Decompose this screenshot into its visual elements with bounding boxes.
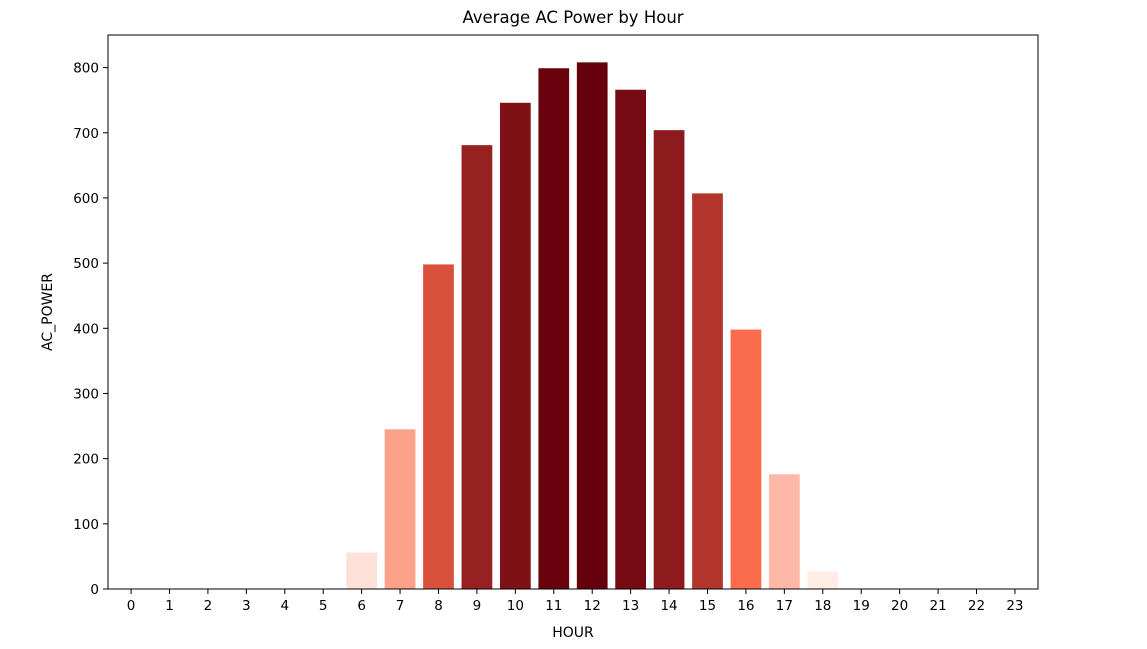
y-tick-label: 500: [73, 256, 99, 272]
x-tick-label: 18: [814, 598, 831, 614]
x-axis: 0 1 2 3 4 5 6 7 8 9 10 11 12 13 14 15 16 17 18 19 20 21 22 23: [127, 589, 1024, 614]
x-tick-label: 15: [699, 598, 716, 614]
x-tick-label: 3: [242, 598, 251, 614]
bar-hour-16: [730, 329, 762, 589]
x-tick-label: 7: [396, 598, 405, 614]
bar-hour-11: [538, 68, 570, 590]
bar-hour-9: [461, 145, 493, 589]
bar-hour-18: [807, 571, 839, 589]
x-tick-label: 12: [584, 598, 601, 614]
y-tick-label: 700: [73, 126, 99, 142]
bar-hour-10: [499, 102, 531, 589]
y-axis-label: AC_POWER: [40, 273, 56, 351]
x-tick-label: 10: [507, 598, 524, 614]
x-tick-label: 11: [545, 598, 562, 614]
bar-hour-15: [692, 193, 723, 589]
x-tick-label: 23: [1006, 598, 1023, 614]
x-tick-label: 4: [280, 598, 289, 614]
bar-hour-13: [615, 89, 647, 589]
y-tick-label: 200: [73, 452, 99, 468]
x-tick-label: 13: [622, 598, 639, 614]
y-tick-label: 0: [90, 582, 99, 598]
x-tick-label: 8: [434, 598, 443, 614]
x-tick-label: 22: [968, 598, 985, 614]
chart-title: Average AC Power by Hour: [462, 8, 683, 27]
x-tick-label: 19: [853, 598, 870, 614]
x-axis-label: HOUR: [552, 625, 594, 641]
bar-hour-8: [423, 264, 454, 589]
x-tick-label: 1: [165, 598, 174, 614]
x-tick-label: 9: [473, 598, 482, 614]
y-tick-label: 100: [73, 517, 99, 533]
y-tick-label: 600: [73, 191, 99, 207]
x-tick-label: 20: [891, 598, 908, 614]
x-tick-label: 0: [127, 598, 136, 614]
x-tick-label: 21: [929, 598, 946, 614]
y-axis: 0 100 200 300 400 500 600 700 800: [73, 61, 108, 598]
bar-hour-7: [384, 429, 416, 589]
y-tick-label: 300: [73, 386, 99, 402]
x-tick-label: 5: [319, 598, 328, 614]
x-tick-label: 6: [357, 598, 366, 614]
bar-hour-14: [653, 130, 685, 589]
bar-hour-12: [576, 62, 608, 590]
x-tick-label: 14: [660, 598, 677, 614]
x-tick-label: 17: [776, 598, 793, 614]
x-tick-label: 16: [737, 598, 754, 614]
bar-hour-6: [346, 552, 377, 589]
y-tick-label: 400: [73, 321, 99, 337]
bars-layer: [346, 62, 839, 590]
plot-frame: [107, 34, 1039, 590]
bar-hour-17: [768, 474, 800, 589]
x-tick-label: 2: [204, 598, 213, 614]
y-tick-label: 800: [73, 61, 99, 77]
